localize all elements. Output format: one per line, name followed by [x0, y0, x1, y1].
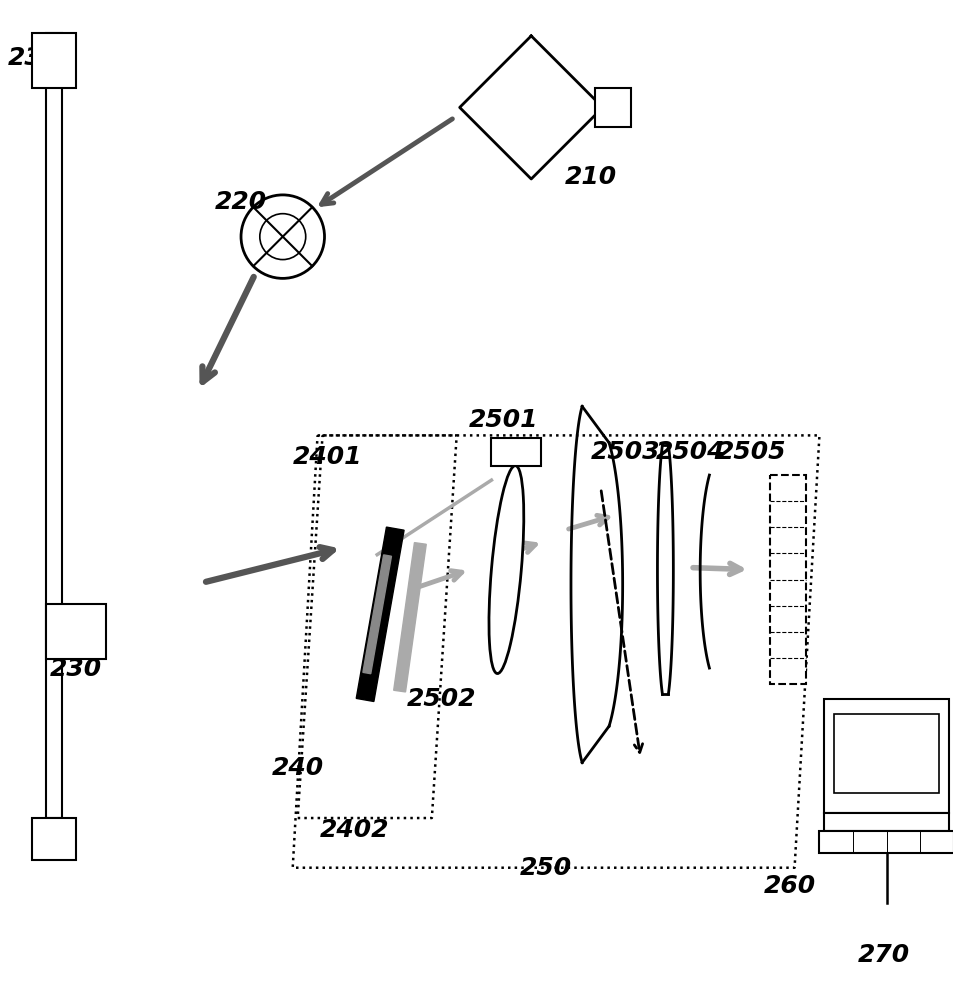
Bar — [769, 475, 804, 684]
Bar — [823, 699, 947, 813]
Bar — [46, 33, 62, 818]
Text: 2402: 2402 — [319, 818, 389, 842]
Text: 2301: 2301 — [8, 46, 77, 70]
Polygon shape — [394, 543, 426, 692]
Text: 2501: 2501 — [468, 408, 537, 432]
Bar — [32, 818, 76, 860]
Bar — [491, 438, 540, 466]
Text: 2505: 2505 — [717, 440, 786, 464]
Text: 240: 240 — [272, 756, 323, 780]
Text: 230: 230 — [50, 657, 102, 681]
Text: 2502: 2502 — [407, 687, 476, 711]
Text: 220: 220 — [214, 190, 267, 214]
Text: 210: 210 — [564, 165, 617, 189]
Text: 260: 260 — [762, 874, 815, 898]
Polygon shape — [362, 555, 391, 674]
Text: 270: 270 — [857, 943, 909, 967]
Bar — [823, 813, 947, 831]
Ellipse shape — [489, 466, 523, 674]
Text: 2401: 2401 — [293, 445, 362, 469]
Bar — [595, 88, 630, 127]
Bar — [46, 604, 106, 659]
Polygon shape — [355, 527, 404, 701]
Circle shape — [241, 195, 324, 278]
Text: 250: 250 — [519, 856, 572, 880]
Text: 2504: 2504 — [655, 440, 724, 464]
Bar — [834, 714, 938, 793]
Polygon shape — [459, 36, 602, 179]
Text: 2503: 2503 — [590, 440, 659, 464]
Bar — [32, 33, 76, 88]
Bar — [819, 831, 953, 853]
